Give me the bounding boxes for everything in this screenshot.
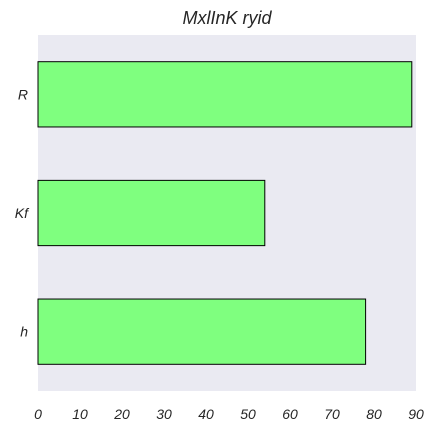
- x-tick-label: 60: [282, 406, 298, 422]
- chart-title: MxlInK ryid: [182, 8, 272, 28]
- bar-r: [37, 61, 413, 128]
- x-tick-label: 0: [34, 406, 42, 422]
- x-tick-label: 40: [198, 406, 214, 422]
- x-tick-label: 50: [240, 406, 256, 422]
- x-tick-label: 20: [113, 406, 130, 422]
- x-tick-label: 90: [408, 406, 424, 422]
- y-tick-label: R: [18, 86, 28, 102]
- y-tick-label: h: [20, 324, 28, 340]
- x-tick-label: 80: [366, 406, 382, 422]
- x-tick-label: 10: [72, 406, 88, 422]
- y-tick-label: Kf: [15, 205, 30, 221]
- bar-h: [37, 298, 367, 365]
- x-tick-label: 70: [324, 406, 340, 422]
- x-tick-label: 30: [156, 406, 172, 422]
- bar-kf: [37, 179, 266, 247]
